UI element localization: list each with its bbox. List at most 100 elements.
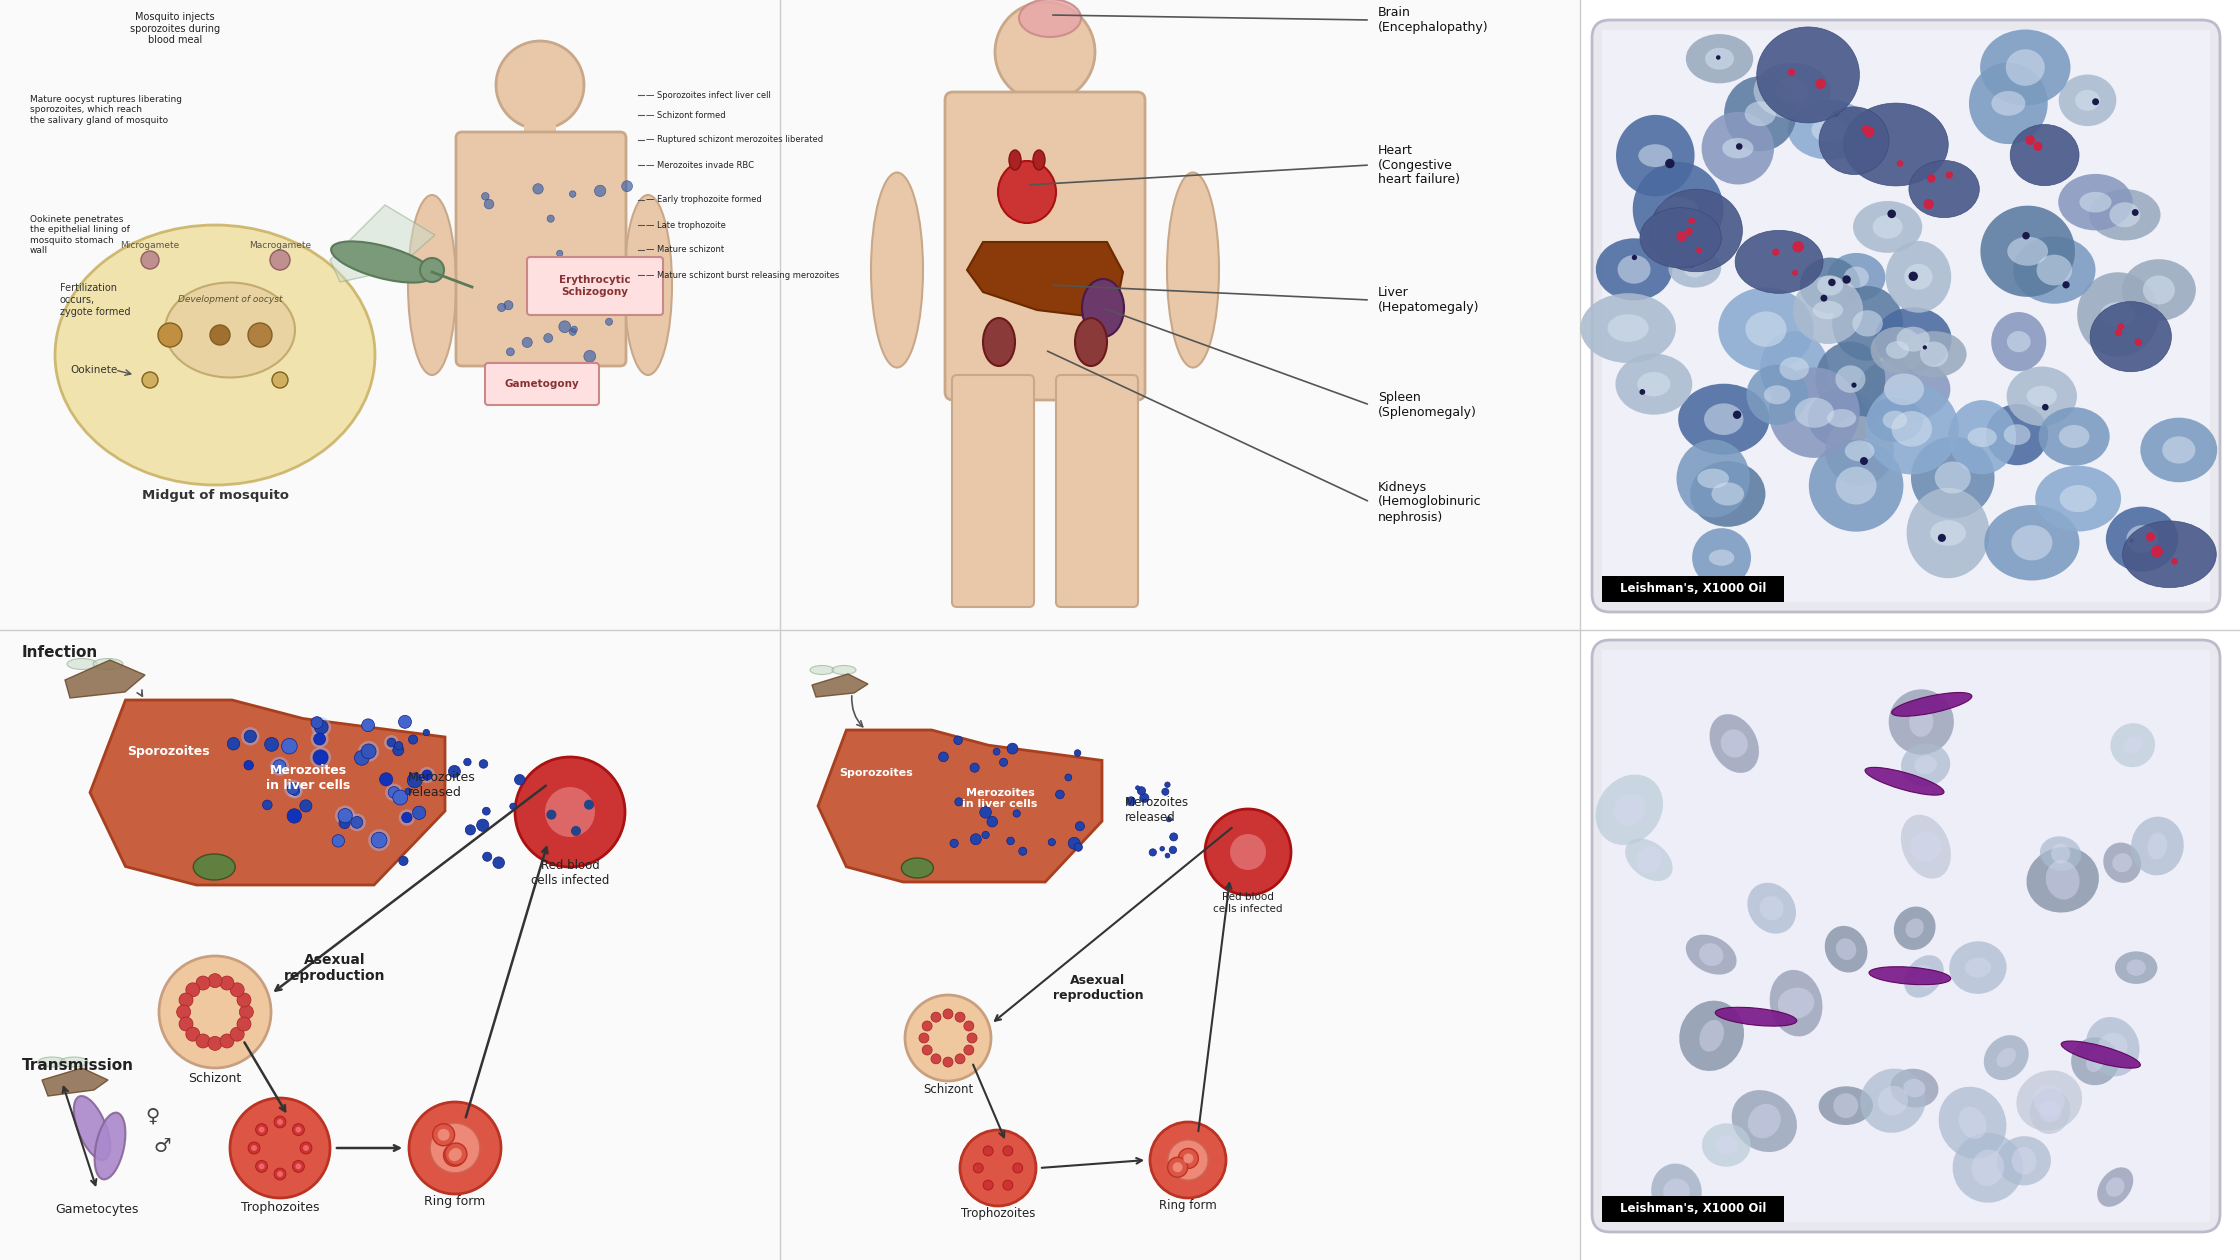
- Circle shape: [392, 790, 408, 805]
- Ellipse shape: [1794, 398, 1835, 427]
- Circle shape: [1689, 262, 1693, 268]
- Ellipse shape: [1615, 115, 1696, 197]
- Ellipse shape: [2106, 1177, 2124, 1197]
- Ellipse shape: [2072, 1037, 2119, 1085]
- Text: Schizont: Schizont: [188, 1072, 242, 1085]
- Circle shape: [293, 1124, 305, 1135]
- Ellipse shape: [2124, 737, 2141, 753]
- Text: Microgamete: Microgamete: [121, 241, 179, 249]
- Bar: [1602, 650, 2211, 1222]
- Ellipse shape: [2014, 237, 2097, 304]
- Ellipse shape: [1792, 276, 1864, 344]
- Circle shape: [1004, 1145, 1012, 1155]
- Circle shape: [1938, 534, 1947, 542]
- Circle shape: [544, 334, 553, 343]
- Circle shape: [623, 180, 632, 192]
- Circle shape: [450, 1148, 461, 1160]
- Ellipse shape: [2052, 843, 2070, 863]
- Ellipse shape: [94, 659, 123, 669]
- Ellipse shape: [1969, 63, 2047, 144]
- Ellipse shape: [1700, 944, 1723, 966]
- Text: Midgut of mosquito: Midgut of mosquito: [141, 489, 289, 501]
- Circle shape: [352, 816, 363, 828]
- Circle shape: [932, 1053, 941, 1063]
- Ellipse shape: [1687, 935, 1736, 974]
- Circle shape: [354, 751, 370, 765]
- Text: Ookinete: Ookinete: [69, 365, 116, 375]
- Ellipse shape: [1687, 34, 1754, 83]
- Circle shape: [1205, 809, 1290, 895]
- Circle shape: [954, 736, 963, 745]
- Ellipse shape: [1882, 411, 1906, 430]
- Circle shape: [479, 760, 488, 769]
- Ellipse shape: [2009, 125, 2079, 185]
- Ellipse shape: [1732, 1090, 1796, 1152]
- Ellipse shape: [2059, 174, 2132, 231]
- Circle shape: [421, 258, 444, 282]
- Circle shape: [1167, 1157, 1187, 1177]
- Ellipse shape: [1637, 372, 1671, 397]
- Circle shape: [1055, 790, 1064, 799]
- Circle shape: [1163, 789, 1169, 795]
- Ellipse shape: [1613, 794, 1644, 827]
- Circle shape: [2130, 538, 2135, 543]
- Ellipse shape: [1870, 326, 1924, 373]
- Ellipse shape: [1832, 1094, 1859, 1118]
- FancyBboxPatch shape: [1055, 375, 1138, 607]
- Circle shape: [963, 1045, 974, 1055]
- Circle shape: [448, 765, 461, 777]
- FancyBboxPatch shape: [526, 257, 663, 315]
- FancyBboxPatch shape: [486, 363, 598, 404]
- Ellipse shape: [2076, 272, 2159, 357]
- Ellipse shape: [1819, 1086, 1873, 1125]
- Ellipse shape: [1844, 103, 1949, 186]
- Text: Transmission: Transmission: [22, 1058, 134, 1074]
- Circle shape: [585, 800, 594, 810]
- Circle shape: [367, 829, 390, 851]
- Polygon shape: [818, 730, 1102, 882]
- Circle shape: [258, 1163, 264, 1169]
- Ellipse shape: [1857, 357, 1951, 422]
- Circle shape: [2043, 404, 2050, 411]
- Circle shape: [226, 737, 240, 750]
- Text: Leishman's, X1000 Oil: Leishman's, X1000 Oil: [1620, 1202, 1765, 1216]
- Circle shape: [208, 974, 222, 988]
- Circle shape: [1138, 786, 1145, 795]
- Ellipse shape: [2162, 436, 2195, 464]
- Circle shape: [542, 302, 551, 312]
- Ellipse shape: [1651, 1163, 1702, 1220]
- Text: — Schizont formed: — Schizont formed: [645, 111, 726, 120]
- Ellipse shape: [1971, 1149, 2005, 1186]
- Circle shape: [1947, 171, 1953, 179]
- Ellipse shape: [1658, 197, 1698, 222]
- Text: — Merozoites invade RBC: — Merozoites invade RBC: [645, 160, 755, 170]
- Ellipse shape: [2034, 1085, 2065, 1116]
- Ellipse shape: [1608, 314, 1649, 341]
- Circle shape: [1844, 276, 1850, 284]
- Circle shape: [1230, 834, 1266, 869]
- Text: ♂: ♂: [152, 1137, 170, 1155]
- Circle shape: [237, 993, 251, 1007]
- Circle shape: [1689, 218, 1696, 224]
- Text: Ookinete penetrates
the epithelial lining of
mosquito stomach
wall: Ookinete penetrates the epithelial linin…: [29, 215, 130, 256]
- Ellipse shape: [94, 1113, 125, 1179]
- Ellipse shape: [1852, 202, 1922, 253]
- Ellipse shape: [1904, 263, 1933, 290]
- Ellipse shape: [1866, 383, 1958, 475]
- Ellipse shape: [2110, 203, 2139, 227]
- Circle shape: [954, 1053, 965, 1063]
- Ellipse shape: [1635, 845, 1662, 873]
- Ellipse shape: [2144, 276, 2175, 305]
- Ellipse shape: [1761, 896, 1783, 920]
- Circle shape: [1734, 411, 1740, 418]
- Circle shape: [1736, 144, 1743, 150]
- Circle shape: [2025, 135, 2034, 145]
- Circle shape: [1075, 822, 1084, 830]
- Polygon shape: [43, 1068, 108, 1096]
- Ellipse shape: [1640, 208, 1720, 268]
- Circle shape: [287, 782, 298, 795]
- Circle shape: [1172, 1162, 1183, 1172]
- Ellipse shape: [1676, 440, 1749, 518]
- Circle shape: [273, 760, 287, 772]
- Text: Trophozoites: Trophozoites: [240, 1201, 320, 1213]
